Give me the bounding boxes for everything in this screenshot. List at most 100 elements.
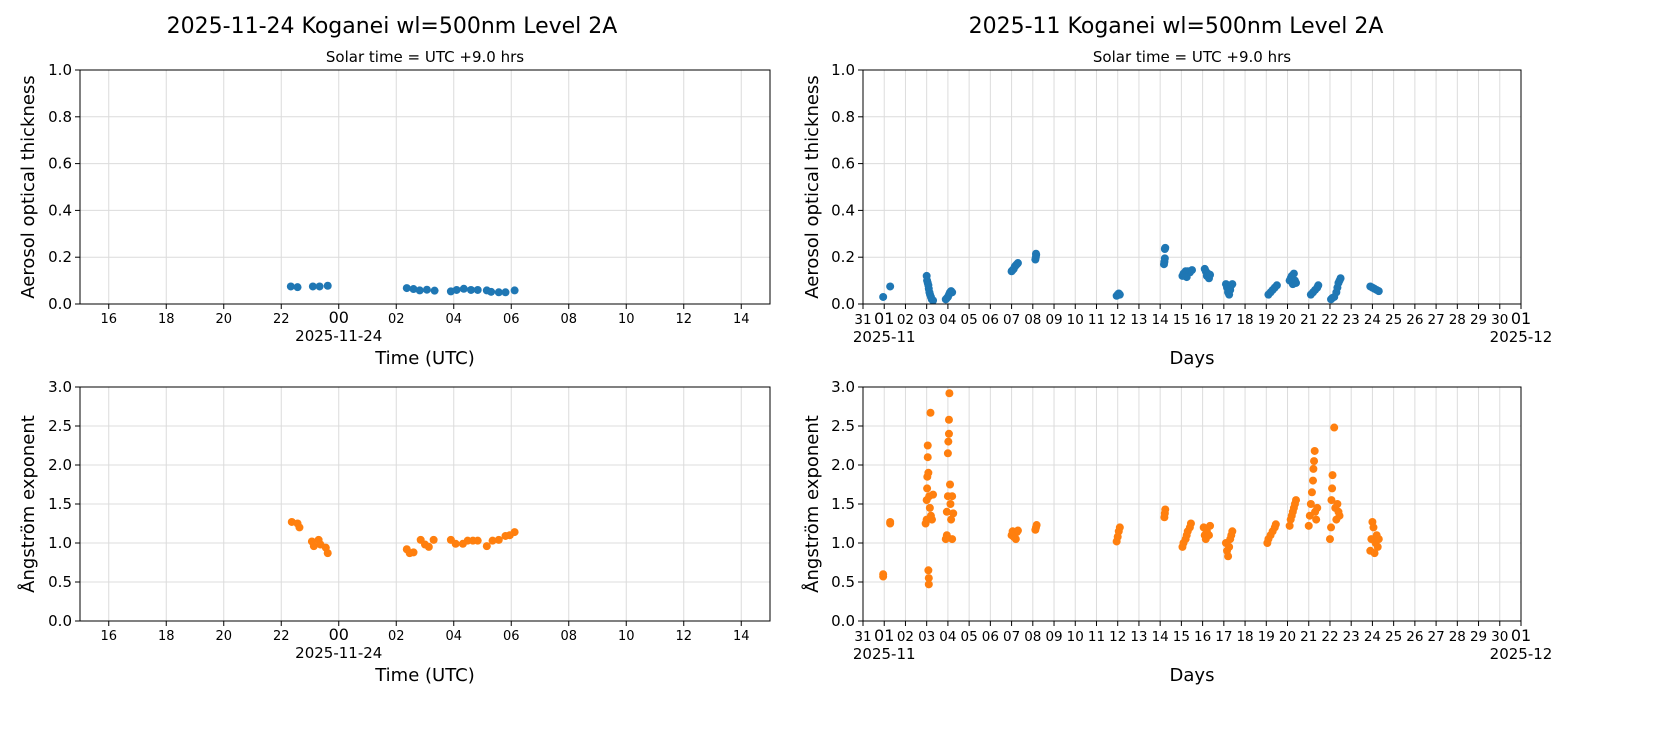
data-point [1160, 245, 1169, 254]
y-tick-label: 0.4 [831, 201, 855, 219]
x-tick-label: 29 [1470, 629, 1487, 645]
data-point [924, 566, 933, 575]
x-month-label: 2025-11 [853, 645, 916, 663]
data-point [948, 288, 957, 297]
data-point [422, 285, 431, 294]
data-point [1304, 521, 1313, 530]
x-tick-label: 22 [1321, 629, 1338, 645]
data-point [1204, 531, 1213, 540]
y-tick-label: 0.5 [48, 573, 72, 591]
x-tick-label: 00 [329, 625, 349, 644]
data-point [1228, 280, 1237, 289]
data-point [286, 282, 295, 291]
data-point [510, 286, 519, 295]
data-point [323, 281, 332, 290]
x-tick-label: 04 [445, 312, 462, 327]
x-tick-label: 02 [388, 629, 405, 644]
data-point [946, 500, 955, 508]
data-point [944, 437, 953, 446]
data-point [945, 389, 954, 398]
data-point [1289, 269, 1298, 278]
x-tick-label: 04 [939, 312, 956, 328]
right-title: 2025-11 Koganei wl=500nm Level 2A [969, 14, 1384, 39]
data-point [415, 286, 424, 295]
data-point [1292, 278, 1301, 287]
x-tick-label: 12 [1109, 629, 1126, 645]
x-tick-label: 15 [1173, 629, 1190, 645]
data-point [1225, 542, 1234, 551]
data-point [1161, 505, 1170, 514]
data-point [494, 535, 503, 544]
x-month-label: 2025-11 [853, 328, 916, 346]
x-tick-label: 06 [503, 629, 520, 644]
x-tick-label: 28 [1449, 629, 1466, 645]
y-tick-label: 1.0 [831, 534, 855, 552]
x-date-label: 2025-11-24 [295, 327, 382, 345]
data-point [924, 580, 933, 589]
data-point [1224, 552, 1233, 561]
angstrom-daily-plot: 0.0 0.5 1.0 1.5 2.0 2.5 3.0 16 18 20 22 00 02 04 06 08 1… [17, 378, 771, 686]
data-point [1011, 535, 1020, 544]
x-tick-label: 11 [1088, 312, 1105, 328]
data-point [308, 282, 317, 291]
data-point [1206, 270, 1215, 279]
y-tick-label: 2.5 [48, 417, 72, 435]
x-tick-label: 05 [961, 629, 978, 645]
x-tick-label: 21 [1300, 629, 1317, 645]
x-tick-label: 02 [897, 629, 914, 645]
y-tick-label: 1.5 [831, 495, 855, 513]
x-tick-label: 20 [215, 629, 232, 644]
y-tick-label: 1.0 [831, 61, 855, 79]
data-point [1328, 471, 1337, 480]
data-point [1374, 287, 1383, 296]
x-month-label: 2025-12 [1490, 328, 1553, 346]
x-tick-label: 27 [1428, 312, 1445, 328]
y-tick-label: 0.0 [48, 612, 72, 630]
x-axis-label: Time (UTC) [374, 665, 475, 686]
x-tick-label: 04 [445, 629, 462, 644]
data-point [1031, 249, 1040, 258]
x-tick-label: 25 [1385, 629, 1402, 645]
data-point [1327, 496, 1336, 505]
x-tick-label: 30 [1491, 312, 1508, 328]
x-tick-label: 20 [1279, 629, 1296, 645]
data-point [488, 536, 497, 545]
data-point [1308, 476, 1317, 485]
x-tick-label: 21 [1300, 312, 1317, 328]
x-tick-label: 01 [1511, 626, 1531, 645]
data-point [1310, 446, 1319, 455]
data-point [923, 484, 932, 493]
data-point [1272, 281, 1281, 290]
y-tick-label: 0.0 [831, 295, 855, 313]
data-point [948, 492, 957, 501]
data-point [886, 517, 895, 526]
x-date-label: 2025-11-24 [295, 644, 382, 662]
x-tick-label: 15 [1173, 312, 1190, 328]
data-point [924, 468, 933, 477]
x-tick-label: 02 [388, 312, 405, 327]
data-point [487, 287, 496, 296]
data-point [1330, 423, 1339, 432]
x-tick-label: 25 [1385, 312, 1402, 328]
data-point [1333, 500, 1342, 508]
y-tick-label: 0.0 [48, 295, 72, 313]
data-point [1312, 515, 1321, 524]
subtitle: Solar time = UTC +9.0 hrs [326, 48, 524, 66]
data-point [452, 285, 461, 294]
x-tick-label: 00 [329, 308, 349, 327]
x-tick-label: 14 [1152, 312, 1169, 328]
x-tick-label: 08 [1024, 312, 1041, 328]
x-axis-label: Time (UTC) [374, 348, 475, 369]
data-point [323, 549, 332, 558]
data-point [1373, 542, 1382, 551]
data-point [1313, 503, 1322, 512]
x-tick-label: 11 [1088, 629, 1105, 645]
x-tick-label: 18 [1236, 629, 1253, 645]
x-tick-label: 23 [1343, 629, 1360, 645]
x-tick-label: 04 [939, 629, 956, 645]
data-point [459, 284, 468, 293]
x-tick-label: 26 [1406, 629, 1423, 645]
x-tick-label: 12 [1109, 312, 1126, 328]
data-point [923, 441, 932, 450]
